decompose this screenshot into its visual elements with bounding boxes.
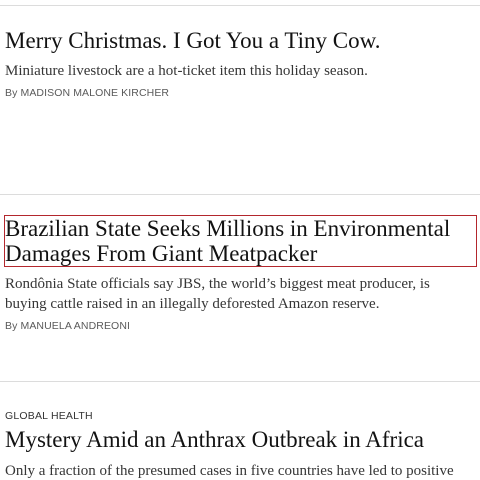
story-summary: Rondônia State officials say JBS, the wo…: [5, 276, 430, 312]
story-card: Merry Christmas. I Got You a Tiny Cow. M…: [0, 28, 480, 100]
story-summary: Only a fraction of the presumed cases in…: [5, 463, 454, 479]
story-kicker[interactable]: GLOBAL HEALTH: [5, 410, 93, 422]
story-byline: By MANUELA ANDREONI: [5, 320, 131, 332]
story-summary: Miniature livestock are a hot-ticket ite…: [5, 63, 368, 79]
divider: [0, 5, 480, 6]
story-byline: By MADISON MALONE KIRCHER: [5, 87, 170, 99]
story-headline-link[interactable]: Brazilian State Seeks Millions in Enviro…: [4, 215, 477, 267]
story-headline-link[interactable]: Mystery Amid an Anthrax Outbreak in Afri…: [5, 427, 425, 452]
story-headline-link[interactable]: Merry Christmas. I Got You a Tiny Cow.: [5, 28, 381, 53]
story-card: GLOBAL HEALTH Mystery Amid an Anthrax Ou…: [0, 410, 480, 480]
divider: [0, 194, 480, 195]
story-card: Brazilian State Seeks Millions in Enviro…: [0, 215, 480, 333]
divider: [0, 381, 480, 382]
